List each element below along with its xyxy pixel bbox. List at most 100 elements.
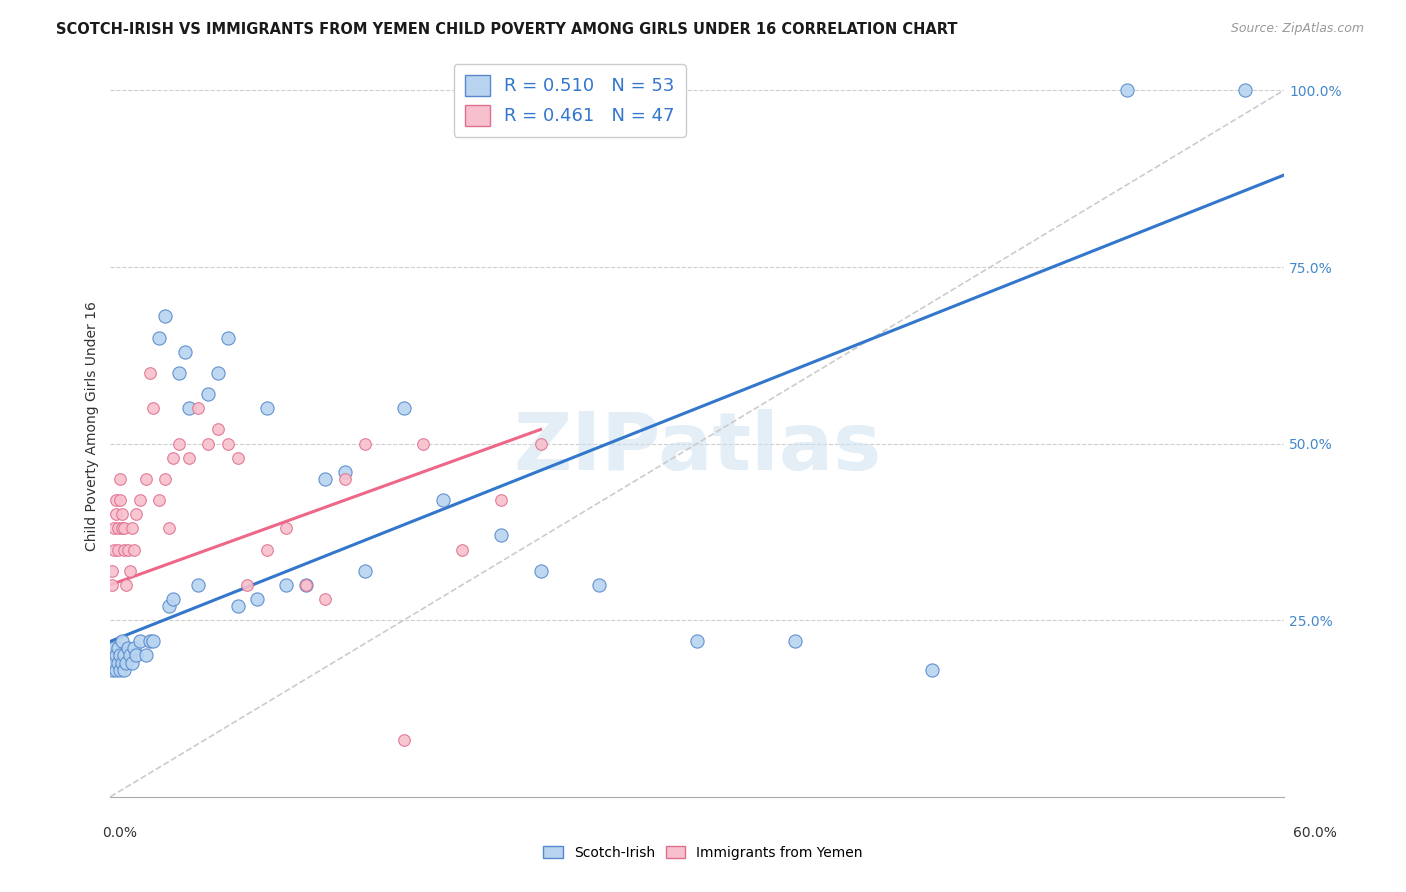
Point: [108, 663, 131, 677]
Point: [117, 542, 139, 557]
Point: [217, 331, 239, 345]
Text: Source: ZipAtlas.com: Source: ZipAtlas.com: [1230, 22, 1364, 36]
Point: [125, 648, 148, 663]
Point: [128, 634, 150, 648]
Text: ZIPatlas: ZIPatlas: [513, 409, 882, 487]
Point: [108, 493, 131, 508]
Point: [121, 656, 143, 670]
Point: [111, 507, 134, 521]
Point: [112, 542, 135, 557]
Legend: Scotch-Irish, Immigrants from Yemen: Scotch-Irish, Immigrants from Yemen: [537, 840, 869, 865]
Point: [153, 472, 176, 486]
Point: [111, 521, 134, 535]
Point: [142, 634, 165, 648]
Point: [111, 634, 134, 648]
Point: [392, 401, 415, 416]
Point: [177, 450, 200, 465]
Point: [315, 591, 337, 606]
Point: [153, 310, 176, 324]
Point: [115, 578, 138, 592]
Point: [107, 542, 129, 557]
Point: [122, 641, 145, 656]
Text: 60.0%: 60.0%: [1292, 826, 1337, 839]
Point: [256, 401, 278, 416]
Point: [135, 648, 157, 663]
Point: [226, 450, 249, 465]
Point: [529, 436, 551, 450]
Point: [107, 641, 129, 656]
Point: [276, 521, 298, 535]
Point: [295, 578, 318, 592]
Point: [107, 521, 129, 535]
Point: [101, 663, 124, 677]
Point: [529, 564, 551, 578]
Point: [112, 663, 135, 677]
Point: [588, 578, 610, 592]
Point: [112, 648, 135, 663]
Point: [121, 521, 143, 535]
Point: [117, 641, 139, 656]
Point: [197, 436, 219, 450]
Point: [246, 591, 269, 606]
Point: [451, 542, 474, 557]
Point: [101, 564, 124, 578]
Point: [101, 648, 124, 663]
Point: [333, 472, 356, 486]
Point: [686, 634, 709, 648]
Point: [392, 733, 415, 747]
Point: [173, 344, 195, 359]
Point: [226, 599, 249, 613]
Point: [103, 521, 125, 535]
Y-axis label: Child Poverty Among Girls Under 16: Child Poverty Among Girls Under 16: [86, 301, 100, 551]
Point: [138, 366, 160, 380]
Text: 0.0%: 0.0%: [103, 826, 136, 839]
Point: [783, 634, 806, 648]
Point: [167, 366, 190, 380]
Point: [148, 331, 170, 345]
Point: [197, 387, 219, 401]
Point: [276, 578, 298, 592]
Point: [118, 564, 141, 578]
Point: [162, 450, 184, 465]
Point: [108, 472, 131, 486]
Point: [1233, 83, 1256, 97]
Point: [128, 493, 150, 508]
Point: [353, 436, 375, 450]
Point: [217, 436, 239, 450]
Legend: R = 0.510   N = 53, R = 0.461   N = 47: R = 0.510 N = 53, R = 0.461 N = 47: [454, 64, 686, 136]
Point: [103, 542, 125, 557]
Point: [118, 648, 141, 663]
Point: [142, 401, 165, 416]
Point: [491, 493, 513, 508]
Point: [103, 656, 125, 670]
Point: [921, 663, 943, 677]
Point: [256, 542, 278, 557]
Point: [333, 465, 356, 479]
Point: [432, 493, 454, 508]
Point: [101, 578, 124, 592]
Point: [108, 648, 131, 663]
Point: [167, 436, 190, 450]
Point: [177, 401, 200, 416]
Point: [148, 493, 170, 508]
Point: [236, 578, 259, 592]
Point: [105, 507, 128, 521]
Point: [111, 656, 134, 670]
Point: [295, 578, 318, 592]
Point: [125, 507, 148, 521]
Point: [105, 493, 128, 508]
Point: [105, 648, 128, 663]
Point: [135, 472, 157, 486]
Point: [491, 528, 513, 542]
Point: [138, 634, 160, 648]
Point: [122, 542, 145, 557]
Point: [157, 599, 180, 613]
Point: [107, 656, 129, 670]
Point: [105, 663, 128, 677]
Point: [103, 641, 125, 656]
Point: [353, 564, 375, 578]
Point: [1116, 83, 1139, 97]
Point: [112, 521, 135, 535]
Point: [157, 521, 180, 535]
Point: [187, 578, 209, 592]
